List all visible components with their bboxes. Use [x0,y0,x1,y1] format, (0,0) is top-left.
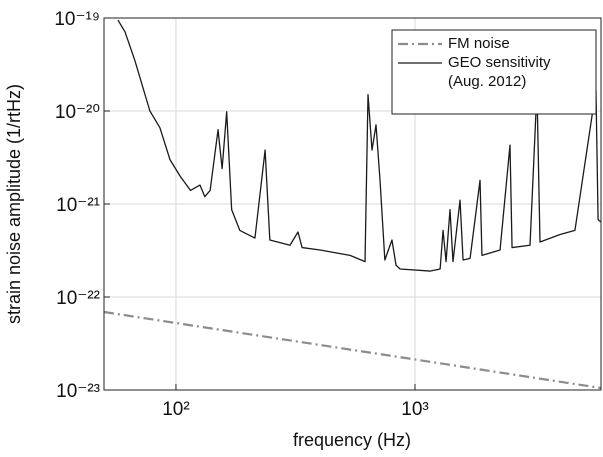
y-tick-label: 10⁻¹⁹ [54,9,100,30]
series-line [117,19,601,272]
series-line [104,310,601,390]
y-axis-label: strain noise amplitude (1/rtHz) [4,84,24,324]
x-tick-label: 10³ [401,399,428,420]
series-group [104,19,601,390]
legend-label: GEO sensitivity (Aug. 2012) [448,54,551,90]
y-tick-label: 10⁻²³ [56,381,100,402]
y-tick-label: 10⁻²² [56,288,100,309]
x-axis-label: frequency (Hz) [293,430,411,450]
legend-label: FM noise [448,35,510,52]
x-tick-label: 10² [162,399,189,420]
y-tick-label: 10⁻²⁰ [55,102,100,123]
plot-frame [103,17,602,391]
y-tick-label: 10⁻²¹ [56,195,100,216]
